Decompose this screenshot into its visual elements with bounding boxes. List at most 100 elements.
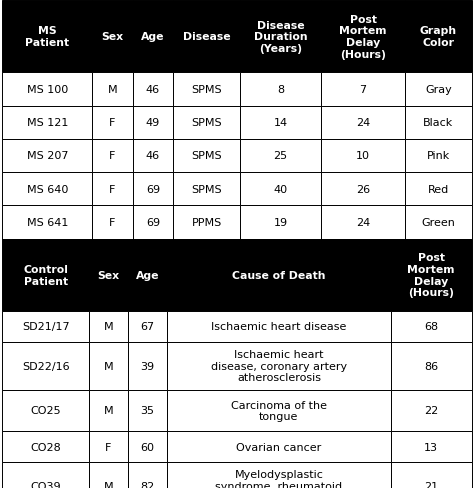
Text: F: F: [105, 442, 112, 452]
Text: Control
Patient: Control Patient: [23, 264, 68, 286]
Text: Post
Mortem
Delay
(Hours): Post Mortem Delay (Hours): [339, 15, 387, 60]
Text: Carcinoma of the
tongue: Carcinoma of the tongue: [231, 400, 327, 422]
Bar: [321, 173, 405, 206]
Bar: [89, 390, 128, 431]
Bar: [391, 311, 472, 342]
Text: MS 207: MS 207: [27, 151, 68, 161]
Bar: [405, 106, 472, 140]
Text: 46: 46: [146, 85, 160, 95]
Text: MS 641: MS 641: [27, 218, 68, 227]
Text: 25: 25: [273, 151, 288, 161]
Text: 40: 40: [273, 184, 288, 194]
Bar: [391, 342, 472, 390]
Bar: [89, 342, 128, 390]
Bar: [128, 390, 167, 431]
Bar: [92, 173, 133, 206]
Text: Pink: Pink: [427, 151, 450, 161]
Text: Sex: Sex: [98, 270, 119, 280]
Text: Myelodysplastic
syndrome, rheumatoid
arthritis: Myelodysplastic syndrome, rheumatoid art…: [215, 469, 342, 488]
Text: 26: 26: [356, 184, 370, 194]
Bar: [128, 431, 167, 462]
Bar: [405, 1, 472, 73]
Text: PPMS: PPMS: [191, 218, 222, 227]
Bar: [133, 106, 173, 140]
Bar: [240, 106, 321, 140]
Bar: [240, 1, 321, 73]
Bar: [133, 173, 173, 206]
Bar: [92, 73, 133, 106]
Text: 69: 69: [146, 184, 160, 194]
Bar: [89, 239, 128, 311]
Bar: [92, 206, 133, 239]
Bar: [173, 73, 240, 106]
Text: SPMS: SPMS: [191, 118, 222, 128]
Text: Green: Green: [421, 218, 455, 227]
Text: SD21/17: SD21/17: [22, 322, 70, 332]
Text: 21: 21: [424, 481, 438, 488]
Bar: [133, 73, 173, 106]
Text: Ischaemic heart
disease, coronary artery
atherosclerosis: Ischaemic heart disease, coronary artery…: [211, 349, 347, 383]
Text: 39: 39: [141, 361, 155, 371]
Text: 8: 8: [277, 85, 284, 95]
Text: 7: 7: [359, 85, 366, 95]
Text: MS 100: MS 100: [27, 85, 68, 95]
Text: 14: 14: [273, 118, 288, 128]
Text: 22: 22: [424, 406, 438, 416]
Text: CO39: CO39: [30, 481, 61, 488]
Bar: [167, 390, 391, 431]
Bar: [321, 1, 405, 73]
Text: M: M: [108, 85, 117, 95]
Text: 68: 68: [424, 322, 438, 332]
Bar: [2, 206, 92, 239]
Bar: [2, 173, 92, 206]
Text: Age: Age: [141, 32, 165, 42]
Text: Sex: Sex: [101, 32, 124, 42]
Text: 46: 46: [146, 151, 160, 161]
Bar: [173, 173, 240, 206]
Bar: [2, 73, 92, 106]
Text: M: M: [104, 322, 113, 332]
Bar: [173, 140, 240, 173]
Text: Black: Black: [423, 118, 454, 128]
Bar: [240, 206, 321, 239]
Bar: [405, 73, 472, 106]
Bar: [240, 173, 321, 206]
Text: 19: 19: [273, 218, 288, 227]
Bar: [128, 239, 167, 311]
Bar: [321, 206, 405, 239]
Text: 24: 24: [356, 118, 370, 128]
Text: Gray: Gray: [425, 85, 452, 95]
Bar: [92, 1, 133, 73]
Text: 10: 10: [356, 151, 370, 161]
Text: F: F: [109, 184, 116, 194]
Bar: [92, 106, 133, 140]
Text: MS 121: MS 121: [27, 118, 68, 128]
Text: Graph
Color: Graph Color: [420, 26, 457, 48]
Bar: [2, 239, 89, 311]
Text: SPMS: SPMS: [191, 184, 222, 194]
Bar: [167, 239, 391, 311]
Bar: [2, 462, 89, 488]
Bar: [391, 431, 472, 462]
Bar: [321, 106, 405, 140]
Bar: [2, 1, 92, 73]
Bar: [2, 390, 89, 431]
Bar: [391, 390, 472, 431]
Text: Ischaemic heart disease: Ischaemic heart disease: [211, 322, 346, 332]
Bar: [2, 106, 92, 140]
Text: MS
Patient: MS Patient: [25, 26, 69, 48]
Bar: [321, 73, 405, 106]
Text: 49: 49: [146, 118, 160, 128]
Text: 60: 60: [141, 442, 155, 452]
Bar: [391, 239, 472, 311]
Bar: [173, 1, 240, 73]
Bar: [89, 431, 128, 462]
Bar: [133, 140, 173, 173]
Text: CO28: CO28: [30, 442, 61, 452]
Text: 35: 35: [141, 406, 155, 416]
Text: SPMS: SPMS: [191, 85, 222, 95]
Bar: [2, 140, 92, 173]
Text: F: F: [109, 151, 116, 161]
Bar: [405, 173, 472, 206]
Text: Age: Age: [136, 270, 159, 280]
